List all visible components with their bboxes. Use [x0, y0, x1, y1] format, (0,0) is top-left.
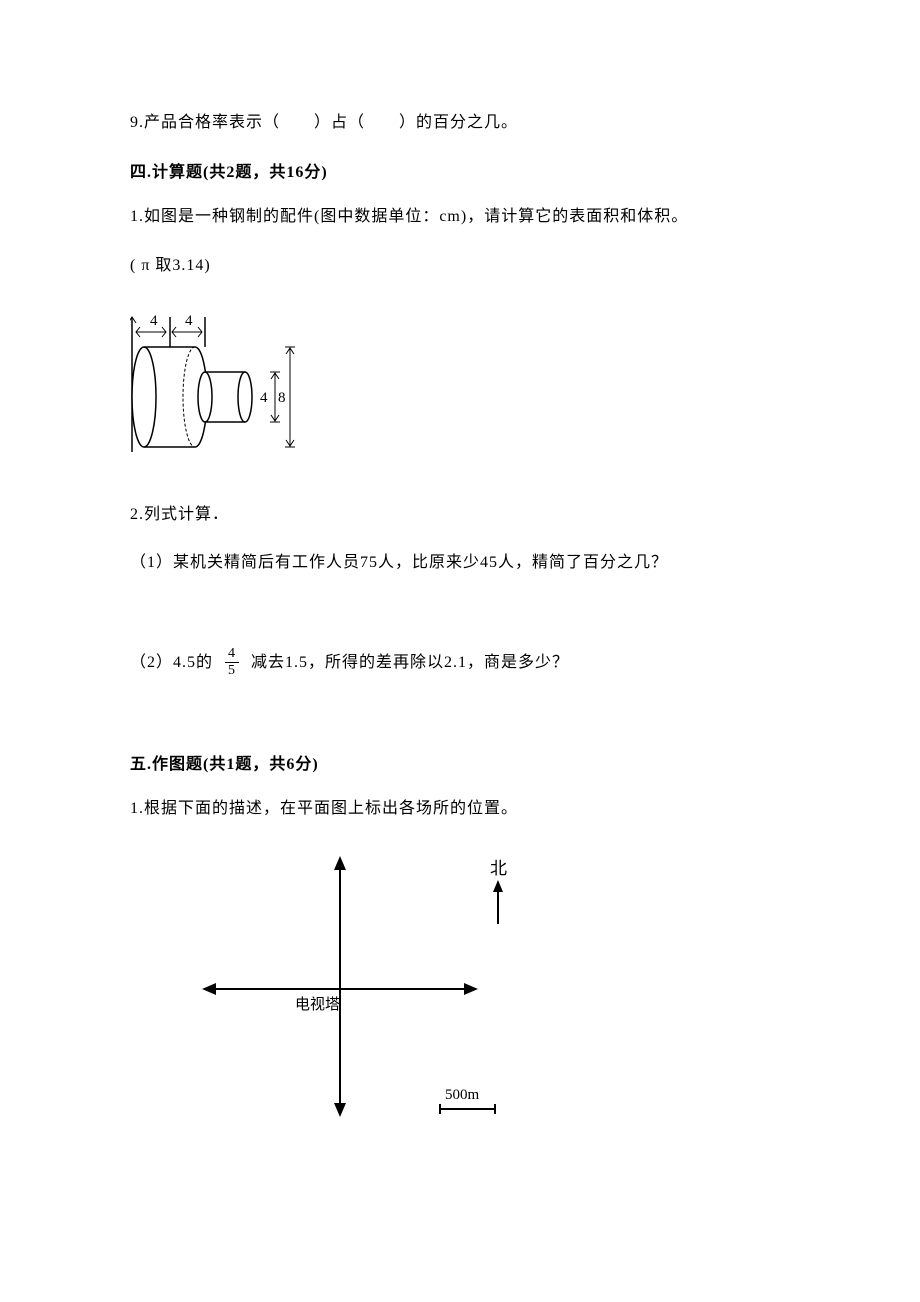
fraction-4-5: 4 5 — [225, 647, 239, 678]
dim-small-height-label: 4 — [260, 390, 268, 406]
fraction-numerator: 4 — [225, 647, 239, 663]
section-4-q1: 1.如图是一种钢制的配件(图中数据单位：cm)，请计算它的表面积和体积。 — [130, 204, 790, 230]
compass-figure: 电视塔 北 500m — [190, 844, 790, 1139]
section-4-q2-sub2: （2）4.5的 4 5 减去1.5，所得的差再除以2.1，商是多少？ — [130, 647, 790, 678]
dim-right-label: 4 — [185, 313, 193, 329]
section-4-header: 四.计算题(共2题，共16分) — [130, 158, 790, 182]
fraction-denominator: 5 — [225, 663, 239, 678]
section-4-q2-header: 2.列式计算． — [130, 502, 790, 528]
scale-label: 500m — [445, 1087, 480, 1103]
question-9: 9.产品合格率表示（ ）占（ ）的百分之几。 — [130, 110, 790, 136]
section-4-q2-sub1: （1）某机关精简后有工作人员75人，比原来少45人，精简了百分之几？ — [130, 550, 790, 576]
dim-large-height-label: 8 — [278, 390, 286, 406]
pi-note: ( π 取3.14) — [130, 251, 790, 275]
sub2-prefix: （2）4.5的 — [130, 650, 213, 676]
center-label: 电视塔 — [295, 996, 340, 1013]
north-label: 北 — [490, 859, 507, 878]
section-5-header: 五.作图题(共1题，共6分) — [130, 750, 790, 774]
section-5-q1: 1.根据下面的描述，在平面图上标出各场所的位置。 — [130, 796, 790, 822]
cylinder-figure: 4 4 4 8 — [130, 307, 790, 462]
sub2-suffix: 减去1.5，所得的差再除以2.1，商是多少？ — [251, 650, 569, 676]
dim-left-label: 4 — [150, 313, 158, 329]
